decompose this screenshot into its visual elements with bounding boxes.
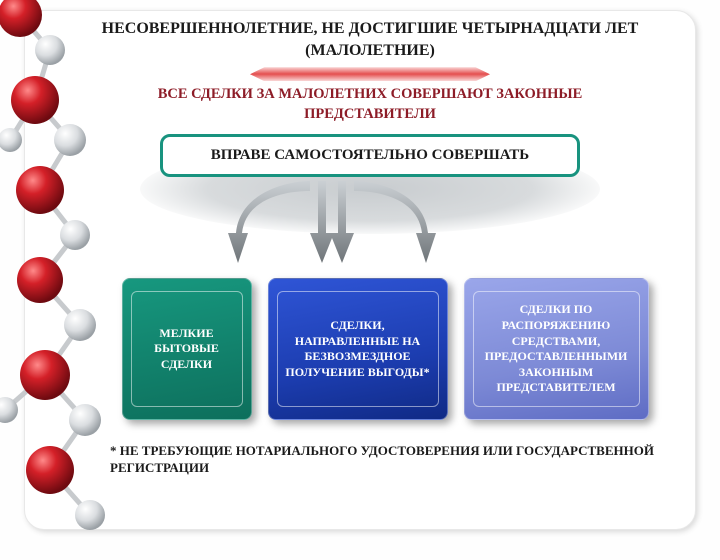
card-free-benefit: СДЕЛКИ, НАПРАВЛЕННЫЕ НА БЕЗВОЗМЕЗДНОЕ ПО… xyxy=(268,278,448,420)
slide-subtitle: ВСЕ СДЕЛКИ ЗА МАЛОЛЕТНИХ СОВЕРШАЮТ ЗАКОН… xyxy=(60,85,680,124)
footnote: * НЕ ТРЕБУЮЩИЕ НОТАРИАЛЬНОГО УДОСТОВЕРЕН… xyxy=(60,442,680,477)
rights-box: ВПРАВЕ САМОСТОЯТЕЛЬНО СОВЕРШАТЬ xyxy=(160,134,580,177)
slide-title: НЕСОВЕРШЕННОЛЕТНИЕ, НЕ ДОСТИГШИЕ ЧЕТЫРНА… xyxy=(60,18,680,61)
card-small-deals-label: МЕЛКИЕ БЫТОВЫЕ СДЕЛКИ xyxy=(138,326,236,373)
card-free-benefit-label: СДЕЛКИ, НАПРАВЛЕННЫЕ НА БЕЗВОЗМЕЗДНОЕ ПО… xyxy=(284,318,432,380)
red-arrow-divider xyxy=(250,67,490,81)
card-small-deals: МЕЛКИЕ БЫТОВЫЕ СДЕЛКИ xyxy=(122,278,252,420)
card-funds-disposal: СДЕЛКИ ПО РАСПОРЯЖЕНИЮ СРЕДСТВАМИ, ПРЕДО… xyxy=(464,278,649,420)
branching-arrows xyxy=(60,177,600,273)
card-funds-disposal-label: СДЕЛКИ ПО РАСПОРЯЖЕНИЮ СРЕДСТВАМИ, ПРЕДО… xyxy=(480,302,633,396)
